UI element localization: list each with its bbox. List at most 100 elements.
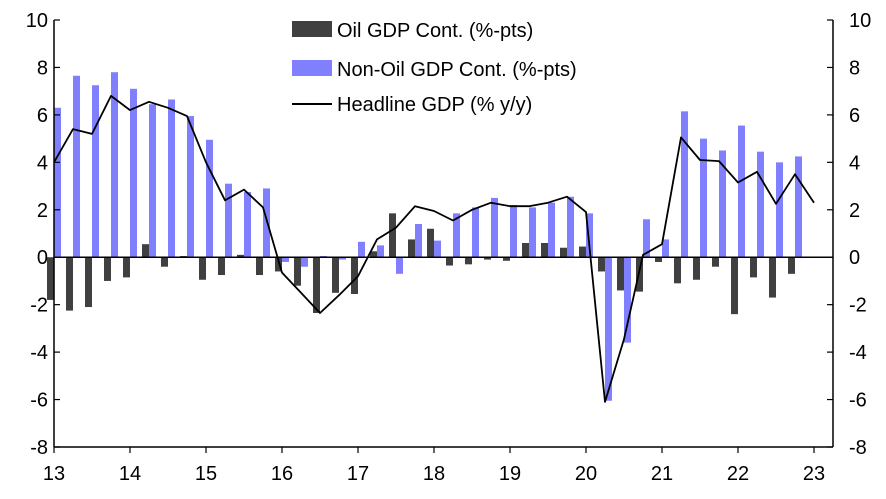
oil-bar — [693, 257, 700, 280]
oil-bar — [712, 257, 719, 267]
non-oil-bar — [301, 257, 308, 267]
oil-bar — [788, 257, 795, 274]
oil-bar — [313, 257, 320, 313]
right-y-tick-label: -2 — [849, 295, 867, 317]
oil-bar — [85, 257, 92, 308]
oil-bar — [389, 213, 396, 258]
left-y-tick-label: -6 — [30, 390, 48, 412]
non-oil-bar — [396, 257, 403, 274]
non-oil-bar — [415, 224, 422, 258]
oil-bar — [47, 257, 54, 300]
oil-bar — [123, 257, 130, 278]
left-y-tick-label: 10 — [26, 10, 48, 32]
oil-bar — [351, 257, 358, 294]
non-oil-bar — [491, 197, 498, 258]
non-oil-bar — [738, 125, 745, 258]
oil-bar — [66, 257, 73, 311]
x-tick-label: 17 — [347, 463, 369, 485]
oil-bar — [427, 228, 434, 258]
oil-bar — [503, 257, 510, 261]
non-oil-bar — [719, 150, 726, 258]
oil-bar — [237, 254, 244, 258]
non-oil-bar — [624, 257, 631, 343]
right-y-tick-label: -4 — [849, 342, 867, 364]
legend-label-non-oil: Non-Oil GDP Cont. (%-pts) — [337, 59, 577, 81]
non-oil-bar — [225, 183, 232, 258]
legend-swatch-oil — [292, 21, 332, 37]
oil-bar — [769, 257, 776, 298]
non-oil-bar — [149, 104, 156, 258]
oil-bar — [674, 257, 681, 284]
non-oil-bar — [453, 213, 460, 258]
oil-bar — [522, 242, 529, 258]
left-y-tick-label: 6 — [37, 105, 48, 127]
non-oil-bar — [795, 156, 802, 258]
oil-bar — [750, 257, 757, 278]
x-tick-label: 23 — [803, 463, 825, 485]
right-y-tick-label: 0 — [849, 247, 860, 269]
left-y-tick-label: -2 — [30, 295, 48, 317]
oil-bar — [541, 242, 548, 258]
right-y-tick-label: 8 — [849, 57, 860, 79]
right-y-tick-label: -6 — [849, 390, 867, 412]
x-tick-label: 14 — [119, 463, 141, 485]
non-oil-bar — [434, 240, 441, 258]
x-tick-label: 15 — [195, 463, 217, 485]
right-y-ticks: -8 -6 -4 -2 0 2 4 6 8 10 — [827, 10, 871, 459]
oil-bar — [199, 257, 206, 280]
non-oil-bar — [586, 213, 593, 258]
right-y-tick-label: 10 — [849, 10, 871, 32]
right-y-tick-label: 6 — [849, 105, 860, 127]
oil-bar — [294, 257, 301, 286]
oil-bar — [560, 247, 567, 258]
oil-bar — [142, 244, 149, 258]
left-y-tick-label: 0 — [37, 247, 48, 269]
non-oil-bar — [54, 107, 61, 258]
non-oil-bar — [339, 257, 346, 260]
non-oil-bar — [73, 75, 80, 258]
non-oil-bar — [776, 162, 783, 258]
non-oil-bar — [472, 207, 479, 258]
oil-bar — [161, 257, 168, 267]
legend-label-headline: Headline GDP (% y/y) — [337, 94, 532, 116]
x-tick-label: 13 — [43, 463, 65, 485]
oil-bar — [465, 257, 472, 265]
oil-bar — [484, 257, 491, 260]
non-oil-bar — [244, 191, 251, 258]
non-oil-bar — [187, 116, 194, 258]
oil-bar — [370, 251, 377, 258]
left-y-tick-label: -4 — [30, 342, 48, 364]
x-tick-label: 21 — [651, 463, 673, 485]
non-oil-bar — [111, 72, 118, 258]
oil-bar — [579, 246, 586, 258]
oil-bar — [218, 257, 225, 276]
non-oil-bar — [510, 205, 517, 258]
non-oil-bar — [529, 207, 536, 258]
oil-bar — [408, 239, 415, 258]
x-tick-label: 18 — [423, 463, 445, 485]
non-oil-bar — [567, 196, 574, 258]
right-y-tick-label: 4 — [849, 152, 860, 174]
x-tick-label: 22 — [727, 463, 749, 485]
non-oil-bars — [54, 72, 802, 401]
x-tick-label: 16 — [271, 463, 293, 485]
non-oil-bar — [662, 239, 669, 258]
left-y-tick-label: -8 — [30, 437, 48, 459]
left-y-ticks: -8 -6 -4 -2 0 2 4 6 8 10 — [26, 10, 60, 459]
non-oil-bar — [548, 202, 555, 258]
headline-gdp-line — [53, 95, 815, 403]
legend: Oil GDP Cont. (%-pts) Non-Oil GDP Cont. … — [292, 20, 577, 116]
non-oil-bar — [700, 138, 707, 258]
non-oil-bar — [358, 241, 365, 258]
oil-bar — [617, 257, 624, 291]
oil-bar — [332, 257, 339, 293]
oil-bar — [731, 257, 738, 315]
non-oil-bar — [605, 257, 612, 401]
oil-bar — [655, 257, 662, 262]
oil-bar — [446, 257, 453, 266]
non-oil-bar — [757, 151, 764, 258]
non-oil-bar — [263, 188, 270, 258]
non-oil-bar — [168, 99, 175, 258]
legend-label-oil: Oil GDP Cont. (%-pts) — [337, 20, 533, 42]
